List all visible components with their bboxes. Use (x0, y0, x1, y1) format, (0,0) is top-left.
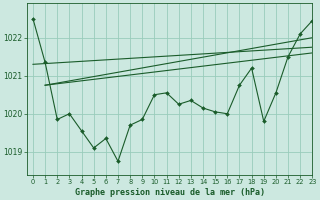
X-axis label: Graphe pression niveau de la mer (hPa): Graphe pression niveau de la mer (hPa) (75, 188, 265, 197)
